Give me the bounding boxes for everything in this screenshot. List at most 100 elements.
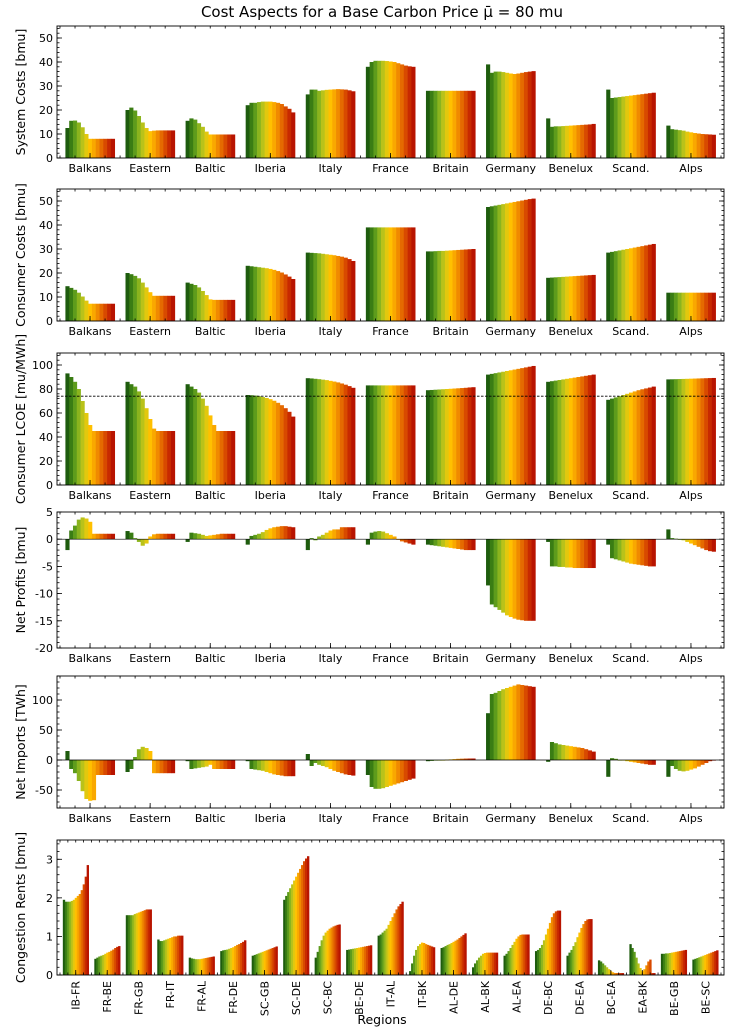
xtick-label-system-costs-Iberia: Iberia (255, 162, 286, 175)
bar-consumer-lcoe-Baltic-8 (215, 431, 221, 485)
bar-congestion-rents-IB-FR-10 (82, 884, 86, 975)
bar-system-costs-France-5 (384, 61, 389, 158)
bar-consumer-costs-Benelux-2 (553, 277, 558, 321)
bar-congestion-rents-EA-BK-11 (651, 973, 654, 975)
bar-consumer-costs-Alps-1 (670, 292, 675, 321)
bar-net-profits-Eastern-3 (136, 539, 142, 542)
bar-system-costs-Germany-6 (508, 73, 513, 158)
xtick-label-congestion-rents-AL-BK: AL-BK (479, 980, 492, 1013)
bar-consumer-lcoe-France-2 (373, 385, 378, 485)
bar-congestion-rents-FR-AL-9 (206, 957, 209, 975)
bar-congestion-rents-IT-AL-3 (383, 930, 386, 975)
bar-congestion-rents-FR-GB-10 (145, 909, 148, 975)
bar-system-costs-Balkans-4 (80, 127, 85, 158)
bar-congestion-rents-SC-BC-3 (320, 940, 323, 975)
bar-congestion-rents-SC-GB-11 (273, 947, 276, 975)
bar-congestion-rents-FR-DE-7 (234, 946, 237, 975)
bar-net-imports-Iberia-9 (279, 760, 284, 776)
bar-congestion-rents-SC-BC-0 (314, 957, 317, 975)
bar-consumer-costs-Scand.-10 (644, 245, 649, 321)
bar-consumer-lcoe-Eastern-7 (152, 428, 157, 485)
bar-congestion-rents-AL-BK-5 (481, 953, 485, 975)
bar-net-imports-Iberia-5 (264, 760, 269, 772)
ytick-label-congestion-rents-2: 2 (46, 892, 53, 905)
bar-congestion-rents-DE-BC-0 (534, 951, 538, 975)
ytick-label-system-costs-0: 0 (46, 152, 53, 165)
bar-net-profits-France-12 (411, 539, 416, 545)
bar-net-imports-Baltic-4 (200, 760, 205, 768)
bar-system-costs-Iberia-5 (264, 101, 269, 158)
bar-consumer-lcoe-Italy-10 (343, 384, 348, 485)
bar-consumer-costs-Baltic-2 (193, 285, 198, 321)
bar-system-costs-Iberia-4 (260, 101, 265, 158)
bar-congestion-rents-BE-GB-3 (666, 953, 670, 975)
xtick-label-congestion-rents-FR-GB: FR-GB (133, 981, 146, 1015)
bar-congestion-rents-AL-EA-2 (507, 951, 510, 975)
bar-net-imports-Baltic-0 (185, 760, 190, 762)
bar-consumer-lcoe-Alps-12 (711, 377, 716, 485)
bar-consumer-lcoe-Italy-2 (313, 378, 318, 485)
bar-net-imports-Balkans-7 (91, 760, 97, 801)
bar-congestion-rents-IT-AL-4 (385, 928, 388, 975)
bar-consumer-costs-Balkans-10 (103, 303, 108, 321)
bar-net-profits-Eastern-2 (133, 538, 138, 540)
bar-net-imports-Eastern-12 (170, 760, 176, 774)
bar-congestion-rents-IT-BK-1 (411, 963, 414, 975)
bar-net-imports-Balkans-2 (72, 760, 78, 774)
bar-consumer-costs-Iberia-6 (268, 268, 273, 321)
bar-system-costs-Iberia-2 (253, 102, 258, 158)
bar-congestion-rents-FR-AL-11 (210, 956, 213, 975)
bar-system-costs-Alps-7 (692, 133, 697, 158)
bar-net-profits-Italy-3 (317, 536, 322, 540)
bar-consumer-lcoe-Italy-12 (351, 387, 356, 485)
bar-consumer-lcoe-Alps-3 (677, 379, 682, 485)
bar-net-profits-Germany-5 (505, 539, 510, 616)
bar-net-imports-Baltic-1 (189, 760, 194, 769)
bar-net-profits-Eastern-9 (159, 533, 164, 540)
bar-consumer-costs-Eastern-10 (163, 295, 168, 321)
bar-net-profits-Italy-0 (305, 539, 310, 551)
bar-consumer-lcoe-Baltic-9 (219, 431, 224, 485)
bar-net-profits-Italy-2 (313, 539, 318, 541)
bar-congestion-rents-FR-DE-3 (226, 949, 229, 975)
bar-congestion-rents-DE-EA-7 (580, 927, 583, 975)
xtick-label-system-costs-Baltic: Baltic (195, 162, 226, 175)
xtick-label-congestion-rents-AL-DE: AL-DE (448, 981, 461, 1014)
bar-system-costs-France-1 (369, 62, 374, 158)
bar-congestion-rents-IT-BK-5 (419, 944, 422, 975)
bar-consumer-lcoe-France-5 (384, 385, 389, 485)
bar-consumer-costs-Germany-3 (497, 204, 502, 321)
ytick-label-consumer-costs-10: 10 (39, 291, 53, 304)
bar-net-profits-Baltic-11 (227, 533, 232, 540)
figure-title: Cost Aspects for a Base Carbon Price μ̄ … (201, 3, 563, 21)
bar-congestion-rents-BE-GB-2 (664, 953, 668, 975)
ytick-label-consumer-lcoe-20: 20 (39, 455, 53, 468)
bar-consumer-lcoe-Alps-7 (692, 378, 697, 485)
bar-congestion-rents-BE-GB-5 (670, 952, 674, 975)
bar-net-profits-Eastern-5 (144, 539, 149, 544)
bar-net-profits-Benelux-10 (584, 539, 589, 569)
bar-consumer-costs-Italy-9 (339, 256, 345, 321)
bar-system-costs-Eastern-3 (136, 116, 142, 158)
bar-consumer-costs-Balkans-6 (88, 303, 93, 321)
bar-net-imports-Baltic-12 (231, 760, 236, 769)
bar-consumer-lcoe-France-7 (392, 385, 397, 485)
bar-net-profits-Germany-0 (486, 539, 491, 586)
bar-system-costs-Britain-8 (456, 90, 461, 158)
bar-system-costs-Scand.-5 (625, 96, 630, 158)
bar-system-costs-Britain-7 (452, 90, 457, 158)
bar-net-profits-Italy-4 (320, 534, 326, 540)
bar-congestion-rents-AL-BK-2 (475, 960, 479, 975)
bar-consumer-costs-France-9 (399, 227, 405, 321)
bar-consumer-costs-Baltic-11 (227, 299, 232, 321)
bar-system-costs-Alps-4 (681, 130, 686, 158)
bar-consumer-costs-Germany-5 (505, 203, 510, 321)
ytick-label-consumer-lcoe-80: 80 (39, 383, 53, 396)
xtick-label-congestion-rents-IT-AL: IT-AL (385, 980, 398, 1007)
xtick-label-congestion-rents-DE-BC: DE-BC (542, 981, 555, 1015)
bar-net-imports-Scand.-2 (613, 758, 618, 760)
bar-congestion-rents-IT-AL-7 (391, 917, 394, 975)
bar-net-profits-Scand.-10 (644, 539, 649, 566)
ytick-label-consumer-costs-30: 30 (39, 243, 53, 256)
bar-system-costs-Eastern-0 (125, 110, 130, 158)
